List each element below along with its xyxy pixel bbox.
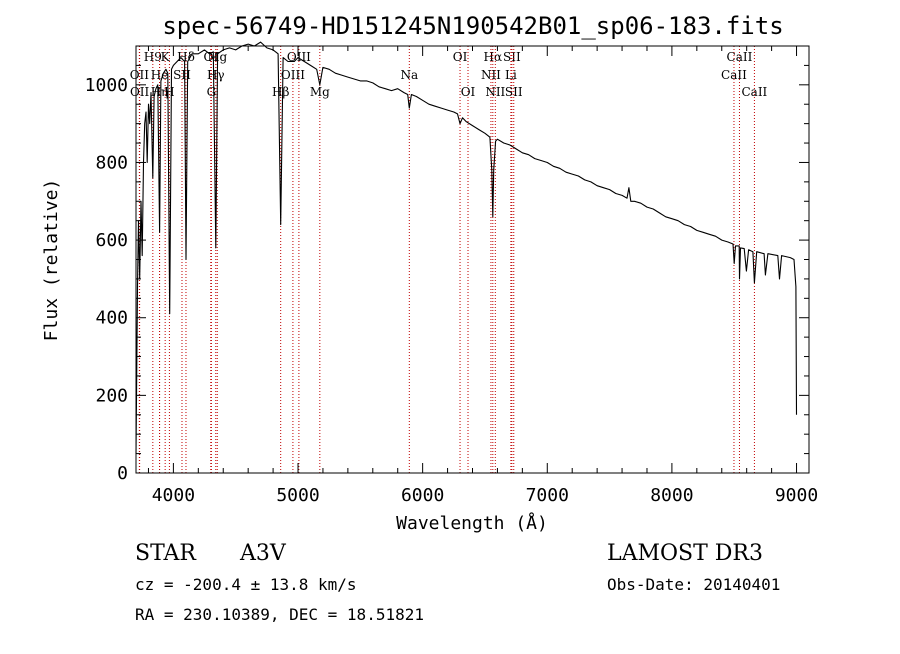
- line-marker-label: OI: [203, 50, 218, 64]
- line-marker-label: H9: [144, 50, 162, 64]
- line-marker-label: SII: [173, 68, 191, 82]
- x-tick-label: 4000: [152, 485, 195, 506]
- line-marker-label: OII: [130, 68, 150, 82]
- x-tick-label: 8000: [650, 485, 693, 506]
- line-marker-label: Hα: [484, 50, 503, 64]
- y-tick-label: 1000: [85, 75, 128, 96]
- y-tick-label: 400: [95, 308, 128, 329]
- redshift-velocity: cz = -200.4 ± 13.8 km/s: [135, 575, 357, 594]
- line-marker-label: Hδ: [177, 50, 195, 64]
- line-marker-label: CaII: [741, 85, 767, 99]
- observation-date: Obs-Date: 20140401: [607, 575, 780, 594]
- spectrum-series: [135, 41, 798, 454]
- line-marker-label: SII: [505, 85, 523, 99]
- y-tick-label: 800: [95, 152, 128, 173]
- spectral-subclass: A3V: [239, 541, 287, 566]
- line-marker-label: H: [164, 85, 174, 99]
- line-marker-label: Li: [505, 68, 517, 82]
- line-marker-label: CaII: [727, 50, 753, 64]
- line-marker-label: NII: [485, 85, 505, 99]
- line-marker-label: CaII: [721, 68, 747, 82]
- line-marker-label: Hη: [151, 85, 169, 99]
- y-tick-label: 200: [95, 385, 128, 406]
- line-marker-label: K: [161, 50, 171, 64]
- sky-coordinates: RA = 230.10389, DEC = 18.51821: [135, 605, 424, 624]
- line-marker-label: OI: [461, 85, 476, 99]
- spectrum-line: [135, 41, 798, 454]
- x-axis-label: Wavelength (Å): [396, 512, 548, 534]
- axis-ticks: 4000 5000 6000 7000 8000 9000 0 200 400 600 800 100…: [85, 45, 818, 506]
- line-marker-label: Na: [400, 68, 418, 82]
- object-class: STAR: [135, 541, 197, 566]
- x-tick-label: 5000: [276, 485, 319, 506]
- plot-frame: [135, 45, 810, 474]
- line-marker-label: Mg: [310, 85, 330, 99]
- y-axis-label: Flux (relative): [41, 179, 62, 342]
- line-marker-label: OII: [130, 85, 150, 99]
- line-marker-label: Hγ: [207, 68, 225, 82]
- line-marker-label: OIII: [281, 68, 305, 82]
- line-marker-label: NII: [481, 68, 501, 82]
- x-tick-label: 7000: [526, 485, 569, 506]
- y-tick-label: 0: [117, 463, 128, 484]
- x-tick-label: 6000: [401, 485, 444, 506]
- y-tick-label: 600: [95, 230, 128, 251]
- line-marker-label: OIII: [287, 50, 311, 64]
- line-marker-label: G: [207, 85, 217, 99]
- chart-title: spec-56749-HD151245N190542B01_sp06-183.f…: [162, 12, 783, 40]
- line-marker-label: Hβ: [272, 85, 289, 99]
- line-marker-label: OI: [453, 50, 468, 64]
- line-marker-label: SII: [503, 50, 521, 64]
- survey-name: LAMOST DR3: [607, 541, 763, 566]
- x-tick-label: 9000: [775, 485, 818, 506]
